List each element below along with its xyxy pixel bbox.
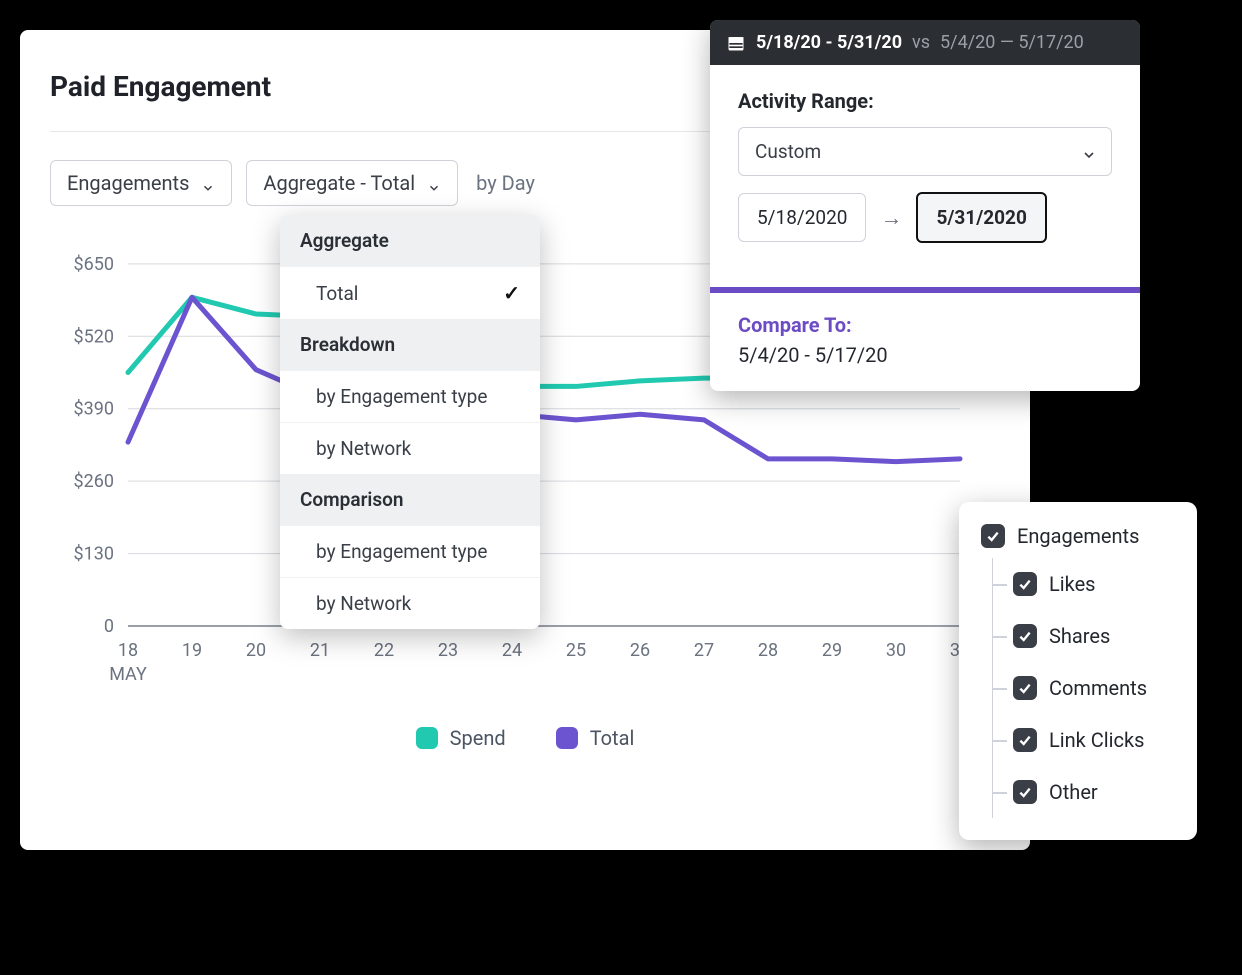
chevron-down-icon — [1081, 145, 1095, 159]
svg-text:21: 21 — [310, 640, 330, 661]
svg-text:28: 28 — [758, 640, 778, 661]
checkbox-checked-icon[interactable] — [1013, 572, 1037, 596]
dropdown-item-label: by Network — [316, 592, 411, 615]
svg-text:$260: $260 — [74, 471, 114, 492]
svg-text:$390: $390 — [74, 399, 114, 420]
check-icon: ✓ — [503, 281, 520, 305]
svg-text:18: 18 — [118, 640, 138, 661]
svg-text:24: 24 — [502, 640, 522, 661]
checkbox-checked-icon[interactable] — [1013, 624, 1037, 648]
aggregate-select[interactable]: Aggregate - Total — [246, 160, 458, 206]
dropdown-section-header: Aggregate — [280, 215, 540, 266]
svg-text:19: 19 — [182, 640, 202, 661]
dropdown-section-header: Comparison — [280, 474, 540, 525]
engagement-checklist: Engagements Likes Shares Comments Link Clic… — [959, 502, 1197, 840]
metric-select-label: Engagements — [67, 171, 189, 195]
aggregate-dropdown: Aggregate Total ✓ Breakdown by Engagement ty… — [280, 215, 540, 629]
checklist-item-label: Likes — [1049, 572, 1096, 596]
legend-label: Spend — [450, 726, 506, 750]
end-date-input[interactable]: 5/31/2020 — [916, 192, 1046, 243]
svg-text:$520: $520 — [74, 326, 114, 347]
checklist-item[interactable]: Other — [993, 766, 1175, 818]
svg-text:29: 29 — [822, 640, 842, 661]
checklist-parent-label: Engagements — [1017, 524, 1139, 548]
date-inputs: 5/18/2020 → 5/31/2020 — [738, 192, 1112, 243]
compare-range-value: 5/4/20 - 5/17/20 — [710, 343, 1140, 391]
dropdown-item-label: by Engagement type — [316, 540, 487, 563]
svg-text:0: 0 — [104, 616, 114, 637]
start-date-input[interactable]: 5/18/2020 — [738, 193, 866, 242]
checklist-item-label: Comments — [1049, 676, 1147, 700]
dropdown-item[interactable]: by Network — [280, 422, 540, 474]
checkbox-checked-icon[interactable] — [1013, 676, 1037, 700]
aggregate-select-label: Aggregate - Total — [263, 171, 415, 195]
calendar-icon — [726, 33, 746, 53]
checklist-item-label: Shares — [1049, 624, 1110, 648]
checklist-item[interactable]: Comments — [993, 662, 1175, 714]
svg-text:26: 26 — [630, 640, 650, 661]
legend-item: Spend — [416, 726, 506, 750]
date-summary-bar[interactable]: 5/18/20 - 5/31/20 vs 5/4/20 — 5/17/20 — [710, 20, 1140, 65]
svg-text:25: 25 — [566, 640, 586, 661]
dropdown-item[interactable]: by Network — [280, 577, 540, 629]
legend-label: Total — [590, 726, 635, 750]
dropdown-item-label: Total — [316, 282, 358, 305]
range-type-value: Custom — [755, 140, 821, 163]
metric-select[interactable]: Engagements — [50, 160, 232, 206]
checklist-item-label: Other — [1049, 780, 1098, 804]
legend-item: Total — [556, 726, 635, 750]
checkbox-checked-icon[interactable] — [981, 524, 1005, 548]
dropdown-item[interactable]: by Engagement type — [280, 370, 540, 422]
activity-range-label: Activity Range: — [738, 89, 1112, 113]
svg-text:$650: $650 — [74, 254, 114, 275]
by-day-label: by Day — [476, 171, 535, 195]
date-secondary: 5/4/20 — 5/17/20 — [940, 32, 1084, 53]
checkbox-checked-icon[interactable] — [1013, 728, 1037, 752]
checklist-item-label: Link Clicks — [1049, 728, 1144, 752]
svg-text:MAY: MAY — [109, 664, 147, 685]
svg-text:22: 22 — [374, 640, 394, 661]
range-type-select[interactable]: Custom — [738, 127, 1112, 176]
dropdown-item-label: by Network — [316, 437, 411, 460]
dropdown-item-label: by Engagement type — [316, 385, 487, 408]
chart-legend: Spend Total — [50, 726, 1000, 750]
checklist-item[interactable]: Likes — [993, 558, 1175, 610]
checklist-subtree: Likes Shares Comments Link Clicks Other — [992, 558, 1175, 818]
checklist-parent[interactable]: Engagements — [981, 524, 1175, 548]
svg-text:30: 30 — [886, 640, 906, 661]
date-range-panel: 5/18/20 - 5/31/20 vs 5/4/20 — 5/17/20 Ac… — [710, 20, 1140, 391]
checkbox-checked-icon[interactable] — [1013, 780, 1037, 804]
compare-to-label: Compare To: — [710, 293, 1140, 343]
legend-swatch — [556, 727, 578, 749]
date-vs: vs — [912, 32, 930, 53]
date-body: Activity Range: Custom 5/18/2020 → 5/31/… — [710, 65, 1140, 263]
dropdown-section-header: Breakdown — [280, 319, 540, 370]
date-primary: 5/18/20 - 5/31/20 — [756, 32, 902, 53]
checklist-item[interactable]: Link Clicks — [993, 714, 1175, 766]
dropdown-item[interactable]: by Engagement type — [280, 525, 540, 577]
svg-text:20: 20 — [246, 640, 266, 661]
chevron-down-icon — [201, 176, 215, 190]
checklist-item[interactable]: Shares — [993, 610, 1175, 662]
legend-swatch — [416, 727, 438, 749]
arrow-right-icon: → — [880, 205, 902, 231]
svg-text:27: 27 — [694, 640, 714, 661]
chevron-down-icon — [427, 176, 441, 190]
svg-text:$130: $130 — [74, 544, 114, 565]
svg-text:23: 23 — [438, 640, 458, 661]
dropdown-item[interactable]: Total ✓ — [280, 266, 540, 319]
